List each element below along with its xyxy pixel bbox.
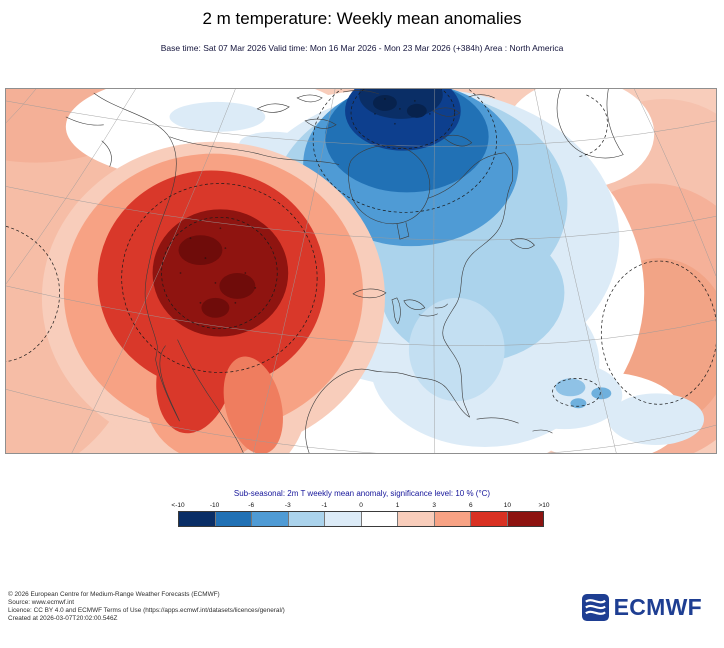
footer-copyright: © 2026 European Centre for Medium-Range … — [8, 591, 220, 598]
chart-subtitle: Base time: Sat 07 Mar 2026 Valid time: M… — [160, 43, 564, 53]
ecmwf-logo-icon — [581, 594, 609, 621]
colorbar-tick: >10 — [538, 502, 550, 509]
footer-credits: © 2026 European Centre for Medium-Range … — [8, 591, 285, 623]
colorbar-segment — [360, 512, 397, 526]
footer-created-at: Created at 2026-03-07T20:02:00.546Z — [8, 615, 118, 622]
colorbar-tick: 3 — [432, 502, 436, 509]
footer-licence: Licence: CC BY 4.0 and ECMWF Terms of Us… — [8, 607, 285, 614]
graticule — [6, 89, 716, 453]
colorbar-segment — [179, 512, 215, 526]
ecmwf-logo: ECMWF — [581, 594, 702, 621]
colorbar-segment — [287, 512, 324, 526]
colorbar-segment — [251, 512, 288, 526]
colorbar-tick: -6 — [248, 502, 255, 509]
significance-stippling — [179, 98, 431, 304]
colorbar-tick: 1 — [395, 502, 400, 509]
colorbar-caption: Sub-seasonal: 2m T weekly mean anomaly, … — [233, 489, 491, 498]
colorbar-tick: 6 — [468, 502, 473, 509]
colorbar-ticks: <-10 -10 -6 -3 -1 0 1 3 6 10 >10 — [171, 502, 549, 511]
page-title: 2 m temperature: Weekly mean anomalies — [202, 9, 522, 28]
colorbar-segment — [470, 512, 507, 526]
coastlines — [65, 89, 624, 453]
colorbar-tick: 10 — [503, 502, 512, 509]
colorbar-tick: <-10 — [171, 502, 185, 509]
colorbar-segment — [324, 512, 361, 526]
significance-contours — [6, 89, 716, 407]
colorbar-segment — [214, 512, 251, 526]
anomaly-map-svg — [6, 89, 716, 453]
colorbar-bar — [178, 511, 544, 527]
colorbar-segment — [433, 512, 470, 526]
footer-source: Source: www.ecmwf.int — [8, 599, 75, 606]
colorbar-segment — [397, 512, 434, 526]
colorbar: <-10 -10 -6 -3 -1 0 1 3 6 10 >10 — [171, 502, 550, 527]
anomaly-map — [5, 88, 717, 454]
colorbar-tick: 0 — [359, 502, 363, 509]
warm-anomaly-region — [41, 141, 385, 453]
ecmwf-logo-text: ECMWF — [613, 594, 702, 620]
cold-anomaly-region — [169, 89, 705, 448]
anomaly-fill — [6, 89, 716, 453]
colorbar-segment — [506, 512, 543, 526]
colorbar-tick: -10 — [209, 502, 220, 509]
colorbar-tick: -3 — [284, 502, 291, 509]
colorbar-tick: -1 — [321, 502, 328, 509]
